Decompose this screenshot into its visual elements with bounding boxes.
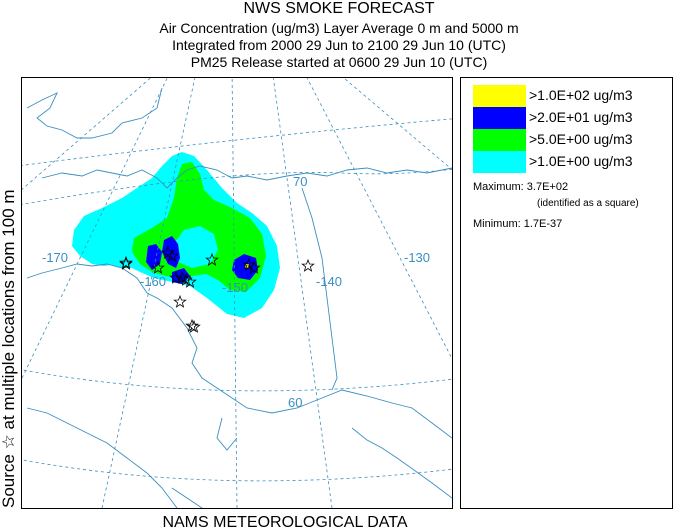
minimum-value: 1.7E-37	[523, 218, 563, 230]
legend-item-yellow: >1.0E+02 ug/m3	[473, 85, 673, 107]
lon-label-150: -150	[222, 280, 248, 295]
legend-item-green: >5.0E+00 ug/m3	[473, 129, 673, 151]
legend-swatch-green	[473, 129, 526, 151]
legend-label: >5.0E+00 ug/m3	[529, 131, 633, 147]
lon-label-170: -170	[42, 250, 68, 265]
graticule	[22, 78, 452, 508]
lon-label-160: -160	[140, 274, 166, 289]
coastline	[26, 87, 452, 508]
source-star-icon	[205, 252, 219, 266]
source-star-icon	[185, 318, 199, 332]
integration-period: Integrated from 2000 29 Jun to 2100 29 J…	[172, 37, 506, 53]
legend-label: >1.0E+00 ug/m3	[529, 153, 633, 169]
lon-label-140: -140	[316, 274, 342, 289]
source-star-icon	[119, 256, 133, 270]
lat-label-70: 70	[293, 174, 307, 189]
legend-swatch-blue	[473, 107, 526, 129]
legend-label: >2.0E+01 ug/m3	[529, 109, 633, 125]
source-star-icon	[165, 248, 179, 262]
minimum-label: Minimum:	[473, 218, 521, 230]
source-star-icon	[151, 260, 165, 274]
plume-blue-core-3	[146, 244, 162, 270]
legend-label: >1.0E+02 ug/m3	[529, 87, 633, 103]
release-info: PM25 Release started at 0600 29 Jun 10 (…	[190, 54, 488, 70]
source-star-icon	[247, 260, 261, 274]
plume-cyan-hole	[172, 226, 218, 268]
concentration-subtitle: Air Concentration (ug/m3) Layer Average …	[159, 20, 519, 36]
source-star-icon	[183, 274, 197, 288]
maximum-stat: Maximum: 3.7E+02	[473, 181, 568, 193]
legend-panel: >1.0E+02 ug/m3 >2.0E+01 ug/m3 >5.0E+00 u…	[460, 77, 673, 509]
legend-swatch-cyan	[473, 151, 526, 173]
source-star-icon	[187, 319, 201, 333]
forecast-title: NWS SMOKE FORECAST	[243, 0, 435, 17]
smoke-map: -170 -160 -150 -140 -130 70 60	[22, 78, 452, 508]
maximum-note: (identified as a square)	[537, 198, 639, 209]
legend-item-cyan: >1.0E+00 ug/m3	[473, 151, 673, 173]
maximum-value: 3.7E+02	[526, 181, 569, 193]
minimum-stat: Minimum: 1.7E-37	[473, 218, 562, 230]
lon-label-130: -130	[404, 250, 430, 265]
met-data-label: NAMS METEOROLOGICAL DATA	[162, 514, 408, 531]
maximum-label: Maximum:	[473, 181, 524, 193]
map-panel: -170 -160 -150 -140 -130 70 60	[21, 77, 453, 509]
source-star-icon	[175, 270, 189, 284]
source-star-icon	[179, 272, 193, 286]
source-star-icon	[119, 255, 133, 269]
legend-item-blue: >2.0E+01 ug/m3	[473, 107, 673, 129]
source-star-icon	[173, 294, 187, 308]
legend-swatch-yellow	[473, 85, 526, 107]
source-stars	[119, 245, 315, 333]
lat-label-60: 60	[288, 395, 302, 410]
source-locations-label: Source ☆ at multiple locations from 100 …	[0, 189, 18, 508]
source-star-icon	[301, 258, 315, 272]
